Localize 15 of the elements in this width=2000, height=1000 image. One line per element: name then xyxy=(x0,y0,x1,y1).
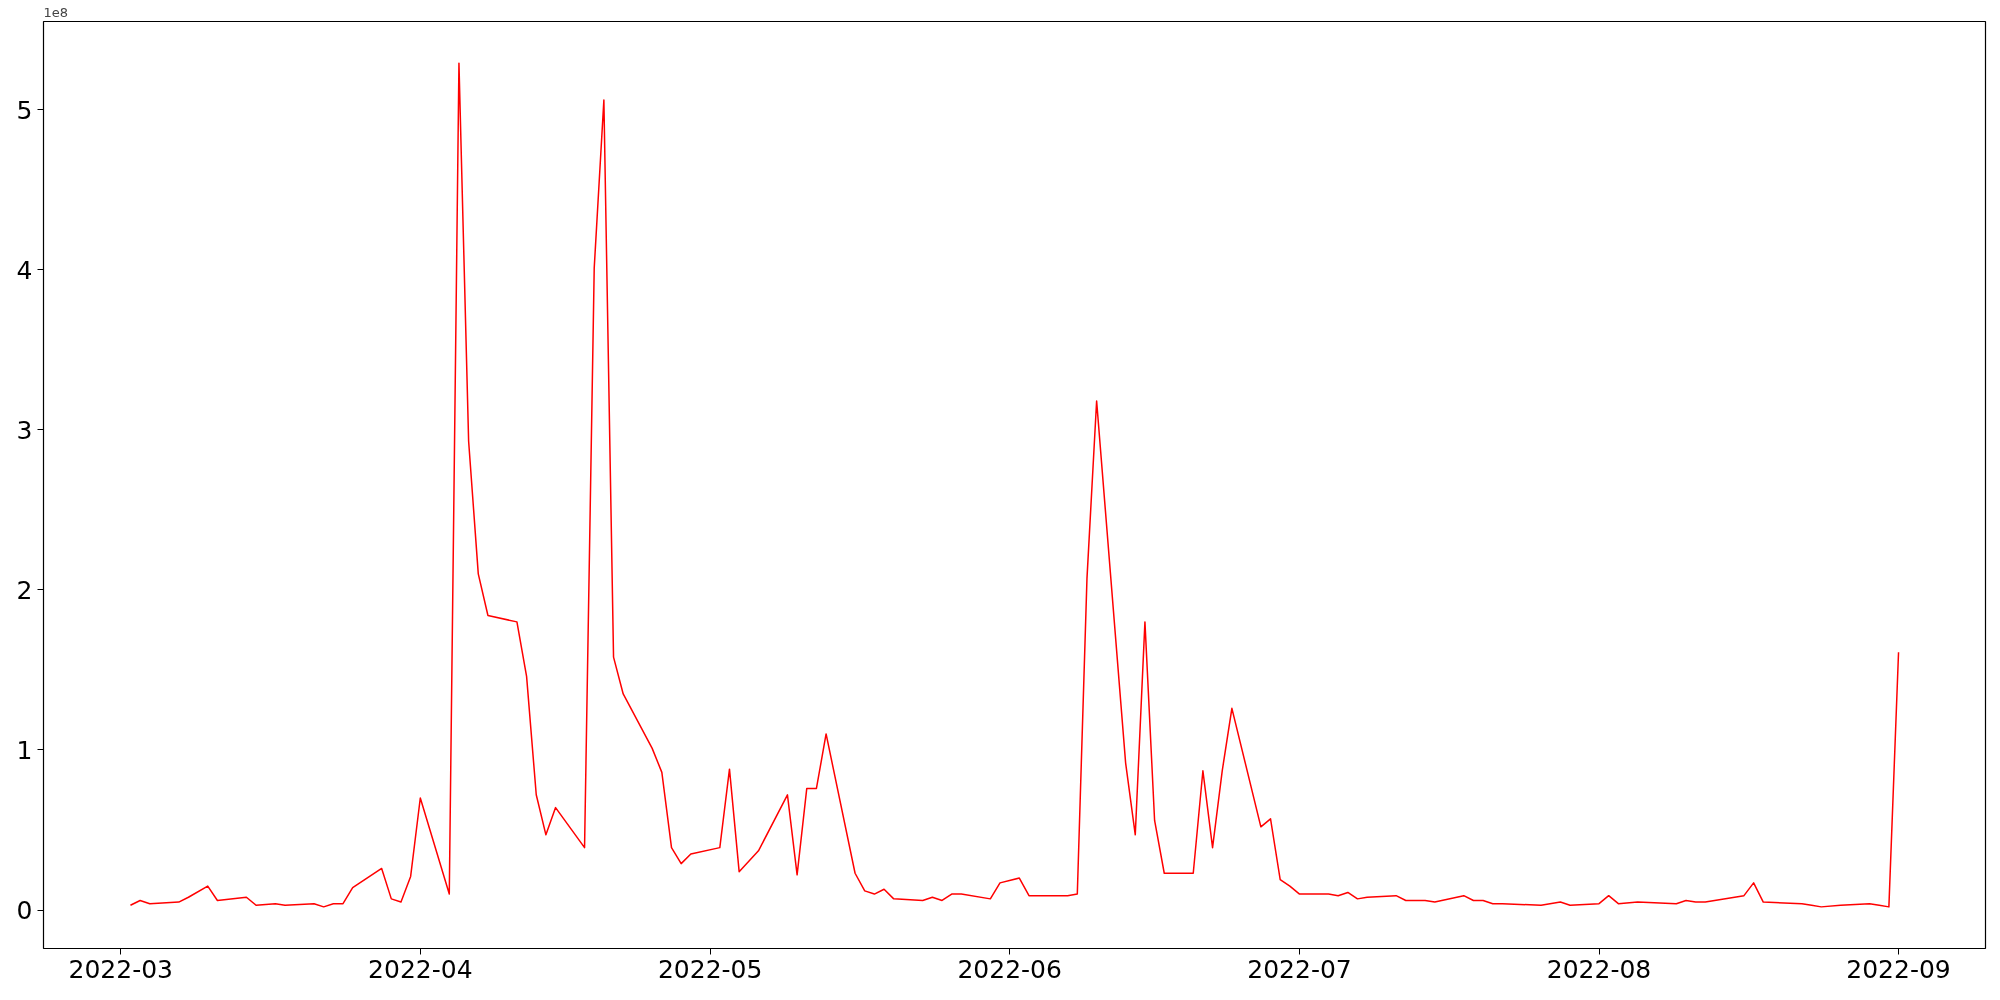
y-tick-label: 4 xyxy=(16,255,33,285)
x-tick-label: 2022-04 xyxy=(368,954,473,984)
y-tick-label: 2 xyxy=(16,575,33,605)
x-tick-label: 2022-05 xyxy=(657,954,763,984)
y-tick-label: 3 xyxy=(16,415,33,445)
line-series xyxy=(129,62,1900,908)
y-tick-label: 1 xyxy=(16,735,33,765)
text: 1e8 xyxy=(43,4,69,20)
y-tick-label: 5 xyxy=(16,95,33,125)
x-tick-label: 2022-06 xyxy=(957,954,1062,984)
y-tick-label: 0 xyxy=(16,896,33,926)
x-tick-label: 2022-08 xyxy=(1546,954,1652,984)
x-tick-label: 2022-07 xyxy=(1247,954,1352,984)
x-tick-label: 2022-03 xyxy=(68,954,174,984)
x-tick-label: 2022-09 xyxy=(1846,954,1951,984)
